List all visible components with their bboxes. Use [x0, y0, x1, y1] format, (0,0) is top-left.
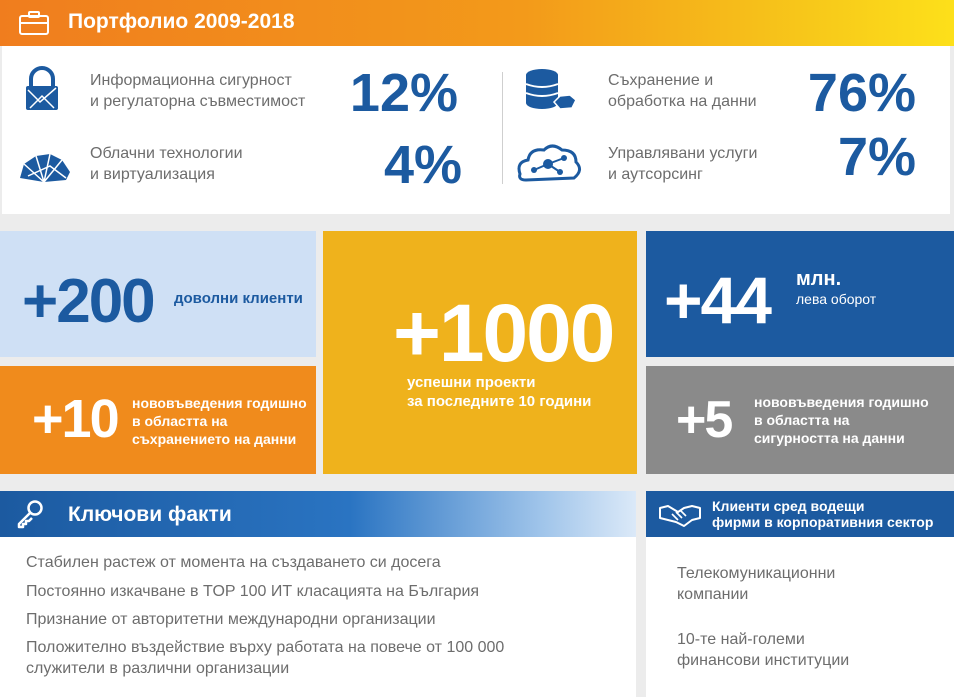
stat-number: +5: [676, 391, 733, 449]
handshake-icon: [659, 505, 701, 527]
stat-tile-turnover: +44 млн. лева оборот: [646, 231, 954, 357]
list-item: Постоянно изкачване в TOP 100 ИТ класаци…: [26, 583, 480, 600]
portfolio-item-label: Управлявани услуги и аутсорсинг: [608, 145, 758, 183]
portfolio-panel: [2, 46, 950, 214]
security-lock-icon: [26, 66, 58, 110]
clients-header: [646, 491, 954, 537]
list-item: служители в различни организации: [26, 660, 290, 677]
stat-tile-storage-innovations: +10 нововъведения годишно в областта на …: [0, 366, 316, 474]
stat-text: успешни проекти за последните 10 години: [407, 374, 592, 410]
stat-number: +10: [32, 389, 120, 449]
portfolio-item-percent: 12%: [349, 63, 458, 123]
stat-text: нововъведения годишно в областта на сигу…: [754, 394, 929, 446]
stat-tile-clients: +200 доволни клиенти: [0, 231, 316, 357]
portfolio-item-label: Облачни технологии и виртуализация: [90, 145, 243, 183]
portfolio-item-label: Информационна сигурност и регулаторна съ…: [90, 72, 306, 110]
stat-number: +44: [664, 263, 772, 337]
stat-text: лева оборот: [796, 291, 877, 307]
stat-number: +1000: [393, 288, 615, 379]
portfolio-item-percent: 7%: [837, 127, 916, 187]
cloud-icon: [20, 153, 70, 185]
key-facts-header: [0, 491, 636, 537]
list-item: Признание от авторитетни международни ор…: [26, 611, 436, 628]
stat-text: доволни клиенти: [174, 290, 303, 307]
clients-title: Клиенти сред водещи фирми в корпоративни…: [712, 498, 934, 530]
briefcase-icon: [19, 11, 49, 35]
list-item: 10-те най-големи финансови институции: [677, 631, 850, 669]
portfolio-item-label: Съхранение и обработка на данни: [608, 72, 757, 110]
list-item: Стабилен растеж от момента на създаванет…: [26, 554, 441, 571]
portfolio-item-percent: 4%: [383, 135, 462, 195]
portfolio-item-percent: 76%: [807, 63, 916, 123]
stat-unit: млн.: [796, 268, 842, 290]
portfolio-header: [0, 0, 954, 46]
stat-tile-projects: +1000 успешни проекти за последните 10 г…: [323, 231, 637, 474]
database-icon: [525, 69, 577, 110]
clients-panel: [646, 537, 954, 697]
list-item: Телекомуникационни компании: [677, 565, 836, 603]
stat-tile-security-innovations: +5 нововъведения годишно в областта на с…: [646, 366, 954, 474]
key-facts-title: Ключови факти: [68, 503, 232, 526]
list-item: Положително въздействие върху работата н…: [26, 639, 505, 656]
portfolio-divider: [502, 72, 503, 184]
stat-number: +200: [22, 267, 156, 336]
network-cloud-icon: [517, 144, 581, 182]
stat-text: нововъведения годишно в областта на съхр…: [132, 395, 307, 447]
key-icon: [17, 500, 43, 529]
key-facts-panel: [0, 537, 636, 697]
portfolio-title: Портфолио 2009-2018: [68, 10, 295, 33]
